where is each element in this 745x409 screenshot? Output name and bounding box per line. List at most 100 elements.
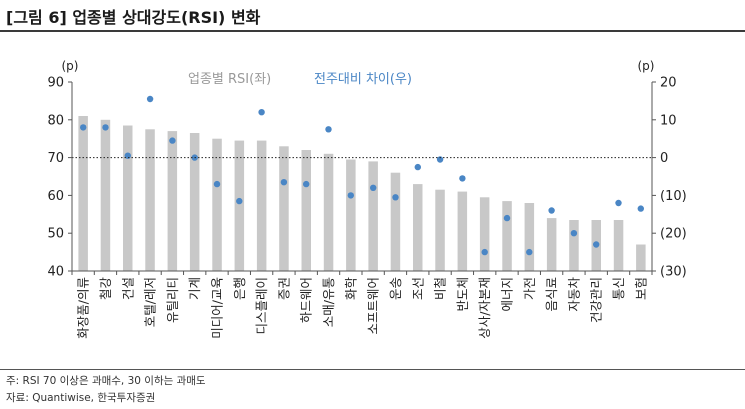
dot-18: [481, 248, 488, 256]
category-label: 증권: [276, 277, 291, 300]
dot-3: [146, 95, 154, 103]
bar-22: [569, 220, 579, 271]
footnote: 주: RSI 70 이상은 과매수, 30 이하는 과매도: [6, 375, 206, 387]
dot-15: [414, 163, 421, 171]
dot-20: [526, 248, 533, 256]
bar-17: [457, 191, 468, 271]
bar-16: [435, 189, 445, 271]
dot-23: [593, 241, 600, 248]
left-tick-label: 70: [47, 151, 64, 166]
right-tick-label: (20): [660, 227, 687, 242]
left-tick-label: 50: [47, 227, 64, 242]
category-labels-layer: 화장품/의류 철강 건설 호텔/레저 유틸리티 기계 미디어/교육 은행 디스플레이 증권 하드웨어…: [71, 271, 653, 339]
category-label: 비철: [433, 277, 448, 300]
bar-13: [368, 161, 378, 271]
right-tick-label: 10: [660, 113, 677, 128]
page-title: [그림 6] 업종별 상대강도(RSI) 변화: [6, 8, 261, 27]
dot-1: [102, 124, 109, 131]
right-tick-label: 0: [660, 151, 668, 166]
dot-24: [615, 199, 622, 207]
legend-layer: 업종별 RSI(좌) 전주대비 차이(우): [188, 72, 412, 87]
legend-bar-label: 업종별 RSI(좌): [188, 72, 271, 87]
category-label: 음식료: [544, 277, 559, 312]
dot-13: [370, 184, 377, 191]
bar-19: [502, 201, 512, 271]
category-label: 기계: [187, 277, 202, 300]
category-label: 소프트웨어: [366, 277, 381, 335]
right-tick-label: (10): [660, 189, 687, 204]
bar-6: [212, 138, 222, 271]
category-label: 유틸리티: [165, 277, 180, 323]
dot-21: [548, 207, 555, 214]
dot-17: [459, 175, 466, 182]
footer-divider: [0, 369, 745, 370]
right-axis-unit: (p): [638, 59, 655, 73]
category-label: 건설: [120, 277, 135, 300]
dot-16: [436, 156, 444, 163]
source-note: 자료: Quantiwise, 한국투자증권: [6, 392, 156, 404]
category-label: 통신: [611, 277, 626, 300]
bar-15: [413, 184, 423, 271]
category-label: 가전: [522, 277, 537, 300]
bar-8: [256, 140, 267, 271]
bar-18: [479, 197, 490, 271]
dot-14: [392, 194, 399, 201]
category-label: 화장품/의류: [76, 277, 91, 339]
category-label: 미디어/교육: [210, 277, 225, 339]
bar-25: [636, 244, 646, 271]
left-tick-label: 60: [47, 189, 64, 204]
category-label: 자동차: [566, 277, 581, 312]
left-tick-label: 80: [47, 113, 64, 128]
category-label: 상사/자본재: [477, 277, 492, 339]
left-tick-label: 40: [47, 265, 64, 280]
bar-9: [279, 146, 289, 271]
category-label: 조선: [410, 277, 425, 300]
bar-14: [390, 172, 401, 271]
bar-10: [301, 150, 311, 271]
category-label: 디스플레이: [254, 277, 269, 335]
category-label: 운송: [388, 277, 403, 300]
bar-24: [613, 220, 624, 271]
right-tick-label: (30): [660, 265, 687, 280]
category-label: 호텔/레저: [143, 277, 158, 327]
title-divider: [0, 30, 745, 32]
rsi-chart: 40 50 60 70 80 90 (30) (20) (10) 0 10 20 (p) (p) 화장품/…: [47, 59, 686, 339]
dot-6: [213, 180, 221, 188]
dot-12: [347, 192, 354, 199]
bar-12: [346, 159, 356, 271]
left-axis-unit: (p): [62, 59, 79, 73]
dot-10: [303, 180, 310, 188]
dot-22: [570, 230, 578, 237]
category-label: 철강: [98, 277, 113, 301]
category-label: 은행: [232, 277, 247, 300]
dot-9: [280, 179, 288, 186]
bars-layer: [78, 116, 646, 272]
category-label: 에너지: [500, 277, 515, 312]
bar-2: [123, 125, 133, 271]
dot-8: [258, 109, 265, 116]
dot-4: [169, 137, 176, 144]
bar-5: [189, 133, 200, 271]
left-tick-label: 90: [47, 76, 64, 91]
dot-25: [637, 205, 644, 212]
bar-21: [546, 218, 557, 271]
bar-3: [145, 129, 155, 272]
legend-dot-label: 전주대비 차이(우): [314, 72, 412, 87]
category-label: 보험: [633, 277, 648, 300]
axes-layer: [71, 82, 653, 272]
dot-11: [325, 126, 332, 133]
bar-1: [100, 119, 111, 271]
bar-7: [234, 140, 245, 271]
bar-11: [323, 153, 334, 271]
dots-layer: [80, 95, 644, 256]
dot-19: [503, 214, 511, 222]
dot-7: [236, 197, 243, 205]
ticks-layer: 40 50 60 70 80 90 (30) (20) (10) 0 10 20 (p) (p): [47, 59, 686, 280]
category-label: 화학: [343, 277, 358, 301]
bar-0: [78, 116, 88, 271]
dot-0: [80, 124, 87, 131]
category-label: 반도체: [455, 277, 470, 312]
bar-4: [167, 131, 178, 271]
right-tick-label: 20: [660, 76, 677, 91]
category-label: 소매/유통: [321, 277, 336, 327]
